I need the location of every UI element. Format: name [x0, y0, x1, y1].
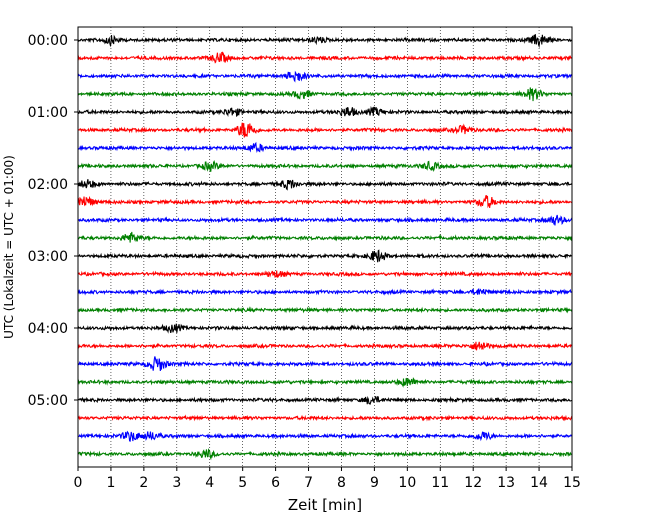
y-tick-label: 05:00: [28, 393, 68, 409]
trace-5: [77, 122, 573, 138]
x-tick-label: 0: [74, 475, 83, 491]
trace-6: [77, 141, 573, 153]
trace-18: [77, 356, 573, 371]
x-tick-label: 10: [398, 475, 416, 491]
x-tick-label: 13: [497, 475, 515, 491]
trace-4: [77, 105, 573, 117]
trace-1: [77, 51, 573, 64]
y-tick-label: 04:00: [28, 321, 68, 337]
y-axis-ticks: 00:00 01:00 02:00 03:00 04:00 05:00: [28, 33, 78, 409]
trace-3: [77, 87, 573, 102]
x-tick-label: 7: [304, 475, 313, 491]
x-tick-label: 9: [370, 475, 379, 491]
y-tick-label: 03:00: [28, 249, 68, 265]
trace-9: [77, 194, 573, 209]
x-axis-label: Zeit [min]: [288, 496, 362, 514]
y-tick-label: 00:00: [28, 33, 68, 49]
x-axis-ticks: 0 1 2 3 4 5 6 7 8 9 10 11 12 13 14 15: [74, 467, 581, 491]
y-tick-label: 02:00: [28, 177, 68, 193]
trace-12: [77, 249, 573, 263]
x-tick-label: 5: [238, 475, 247, 491]
x-tick-label: 4: [205, 475, 214, 491]
y-tick-label: 01:00: [28, 105, 68, 121]
trace-13: [77, 270, 572, 278]
seismogram-traces: [77, 34, 573, 461]
x-tick-label: 14: [530, 475, 548, 491]
vertical-grid: [110, 27, 540, 467]
plot-area-background: [78, 27, 572, 467]
trace-16: [77, 323, 573, 334]
x-tick-label: 6: [271, 475, 280, 491]
trace-20: [77, 395, 573, 406]
trace-2: [77, 70, 573, 83]
trace-19: [77, 377, 573, 388]
x-tick-label: 15: [563, 475, 581, 491]
plot-frame: [77, 26, 573, 468]
x-tick-label: 12: [464, 475, 482, 491]
trace-22: [77, 430, 573, 442]
trace-14: [77, 287, 573, 296]
trace-11: [77, 231, 573, 243]
trace-15: [77, 306, 573, 314]
trace-0: [77, 34, 573, 49]
x-tick-label: 8: [337, 475, 346, 491]
x-tick-label: 1: [106, 475, 115, 491]
trace-23: [77, 448, 573, 461]
trace-21: [77, 414, 573, 422]
trace-17: [77, 341, 573, 351]
trace-8: [77, 179, 573, 191]
trace-10: [77, 214, 573, 226]
trace-7: [77, 160, 573, 172]
y-axis-label: UTC (Lokalzeit = UTC + 01:00): [2, 155, 16, 339]
x-tick-label: 2: [139, 475, 148, 491]
x-tick-label: 3: [172, 475, 181, 491]
x-tick-label: 11: [431, 475, 449, 491]
